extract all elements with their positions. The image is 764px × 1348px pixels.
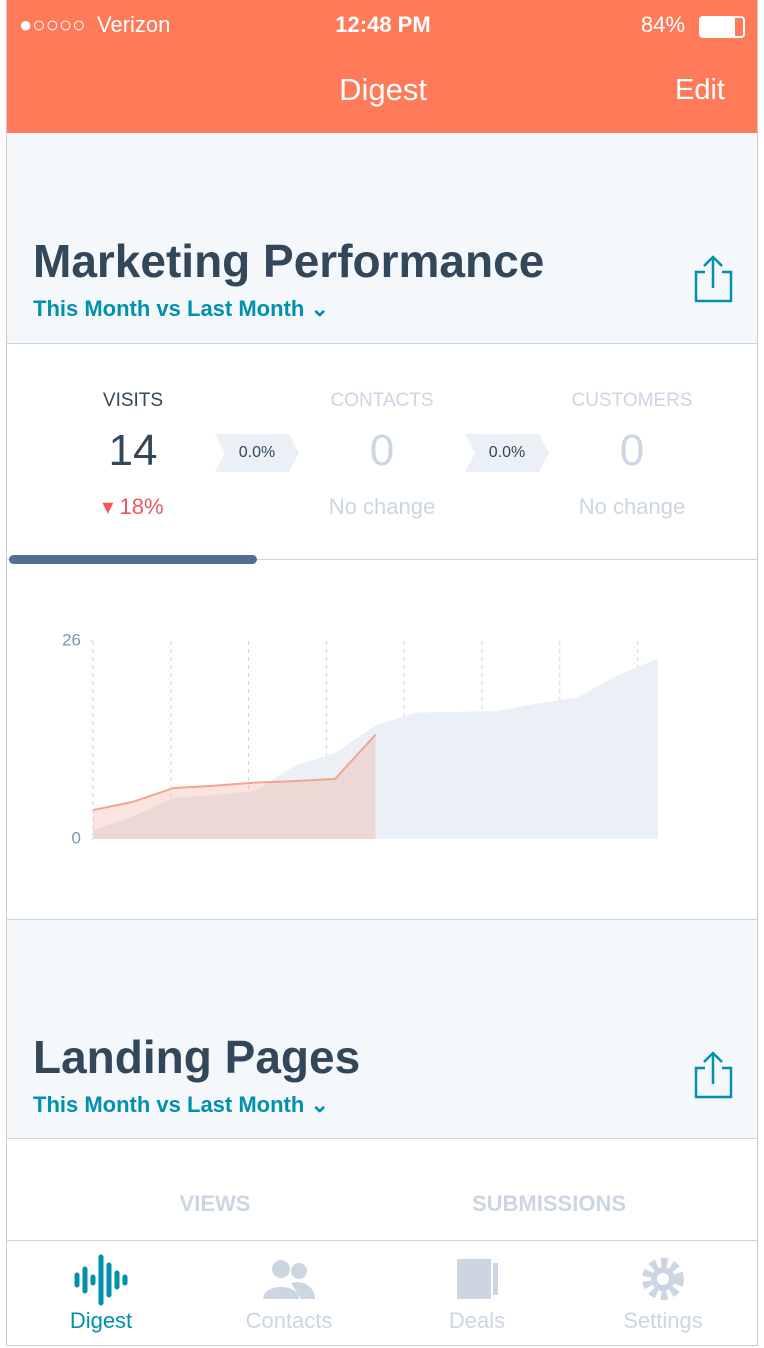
metric-label: CONTACTS [330,390,434,411]
section-title: Landing Pages [33,1031,361,1083]
signal: ●○○○○ [19,12,86,37]
metric-value: 0 [369,426,395,475]
y-tick-label: 0 [72,828,81,847]
tab-label[interactable]: Settings [623,1308,703,1333]
battery-icon [699,16,745,38]
carrier: Verizon [97,12,171,37]
conversion-rate: 0.0% [238,444,276,461]
tab-label[interactable]: Contacts [245,1308,333,1333]
battery: 84% [641,12,686,37]
share-icon[interactable] [693,1050,735,1100]
time: 12:48 PM [335,12,431,37]
conversion-rate: 0.0% [488,444,526,461]
change-text: 18% [119,494,164,519]
divider [7,559,757,560]
tab-bar [7,1240,757,1345]
chart: 0 26 [62,630,658,847]
app: ●○○○○ Verizon 12:48 PM 84% Digest Edit M… [6,0,758,1346]
metric-change: No change [578,494,686,519]
metric-label: VISITS [102,390,164,411]
nav-title: Digest [339,72,427,107]
period-selector[interactable]: This Month vs Last Month ⌄ [33,1092,329,1117]
conversion-chevron [215,434,299,472]
tab-label[interactable]: Digest [69,1308,133,1333]
area [93,658,658,839]
metric-label: VIEWS [179,1191,251,1216]
period-text: This Month vs Last Month [33,1092,305,1117]
period-text: This Month vs Last Month [33,296,305,321]
metric-label: SUBMISSIONS [471,1191,627,1216]
settings-icon [642,1258,684,1300]
metric-change: ▾ 18% [102,494,164,519]
metric-change: No change [328,494,436,519]
tab-indicator [9,555,257,564]
edit-button[interactable]: Edit [675,74,725,106]
line [92,733,377,812]
section-title: Marketing Performance [33,235,545,287]
share-icon[interactable] [693,254,735,304]
deals-icon [457,1259,498,1299]
contacts-icon [263,1260,315,1299]
y-tick-label: 26 [62,630,81,649]
metric-value: 0 [619,426,645,475]
area [93,734,376,839]
period-selector[interactable]: This Month vs Last Month ⌄ [33,296,329,321]
top-bar: ●○○○○ Verizon 12:48 PM 84% Digest Edit [7,0,757,133]
metric-label: CUSTOMERS [571,390,693,411]
tab-label[interactable]: Deals [448,1308,506,1333]
landing-card: VIEWS SUBMISSIONS [7,1138,757,1260]
digest-icon [74,1254,128,1306]
conversion-chevron [465,434,549,472]
marketing-card: VISITS 14 ▾ 18% 0.0% CONTACTS 0 No chang… [7,343,757,920]
metric-value: 14 [108,426,158,475]
